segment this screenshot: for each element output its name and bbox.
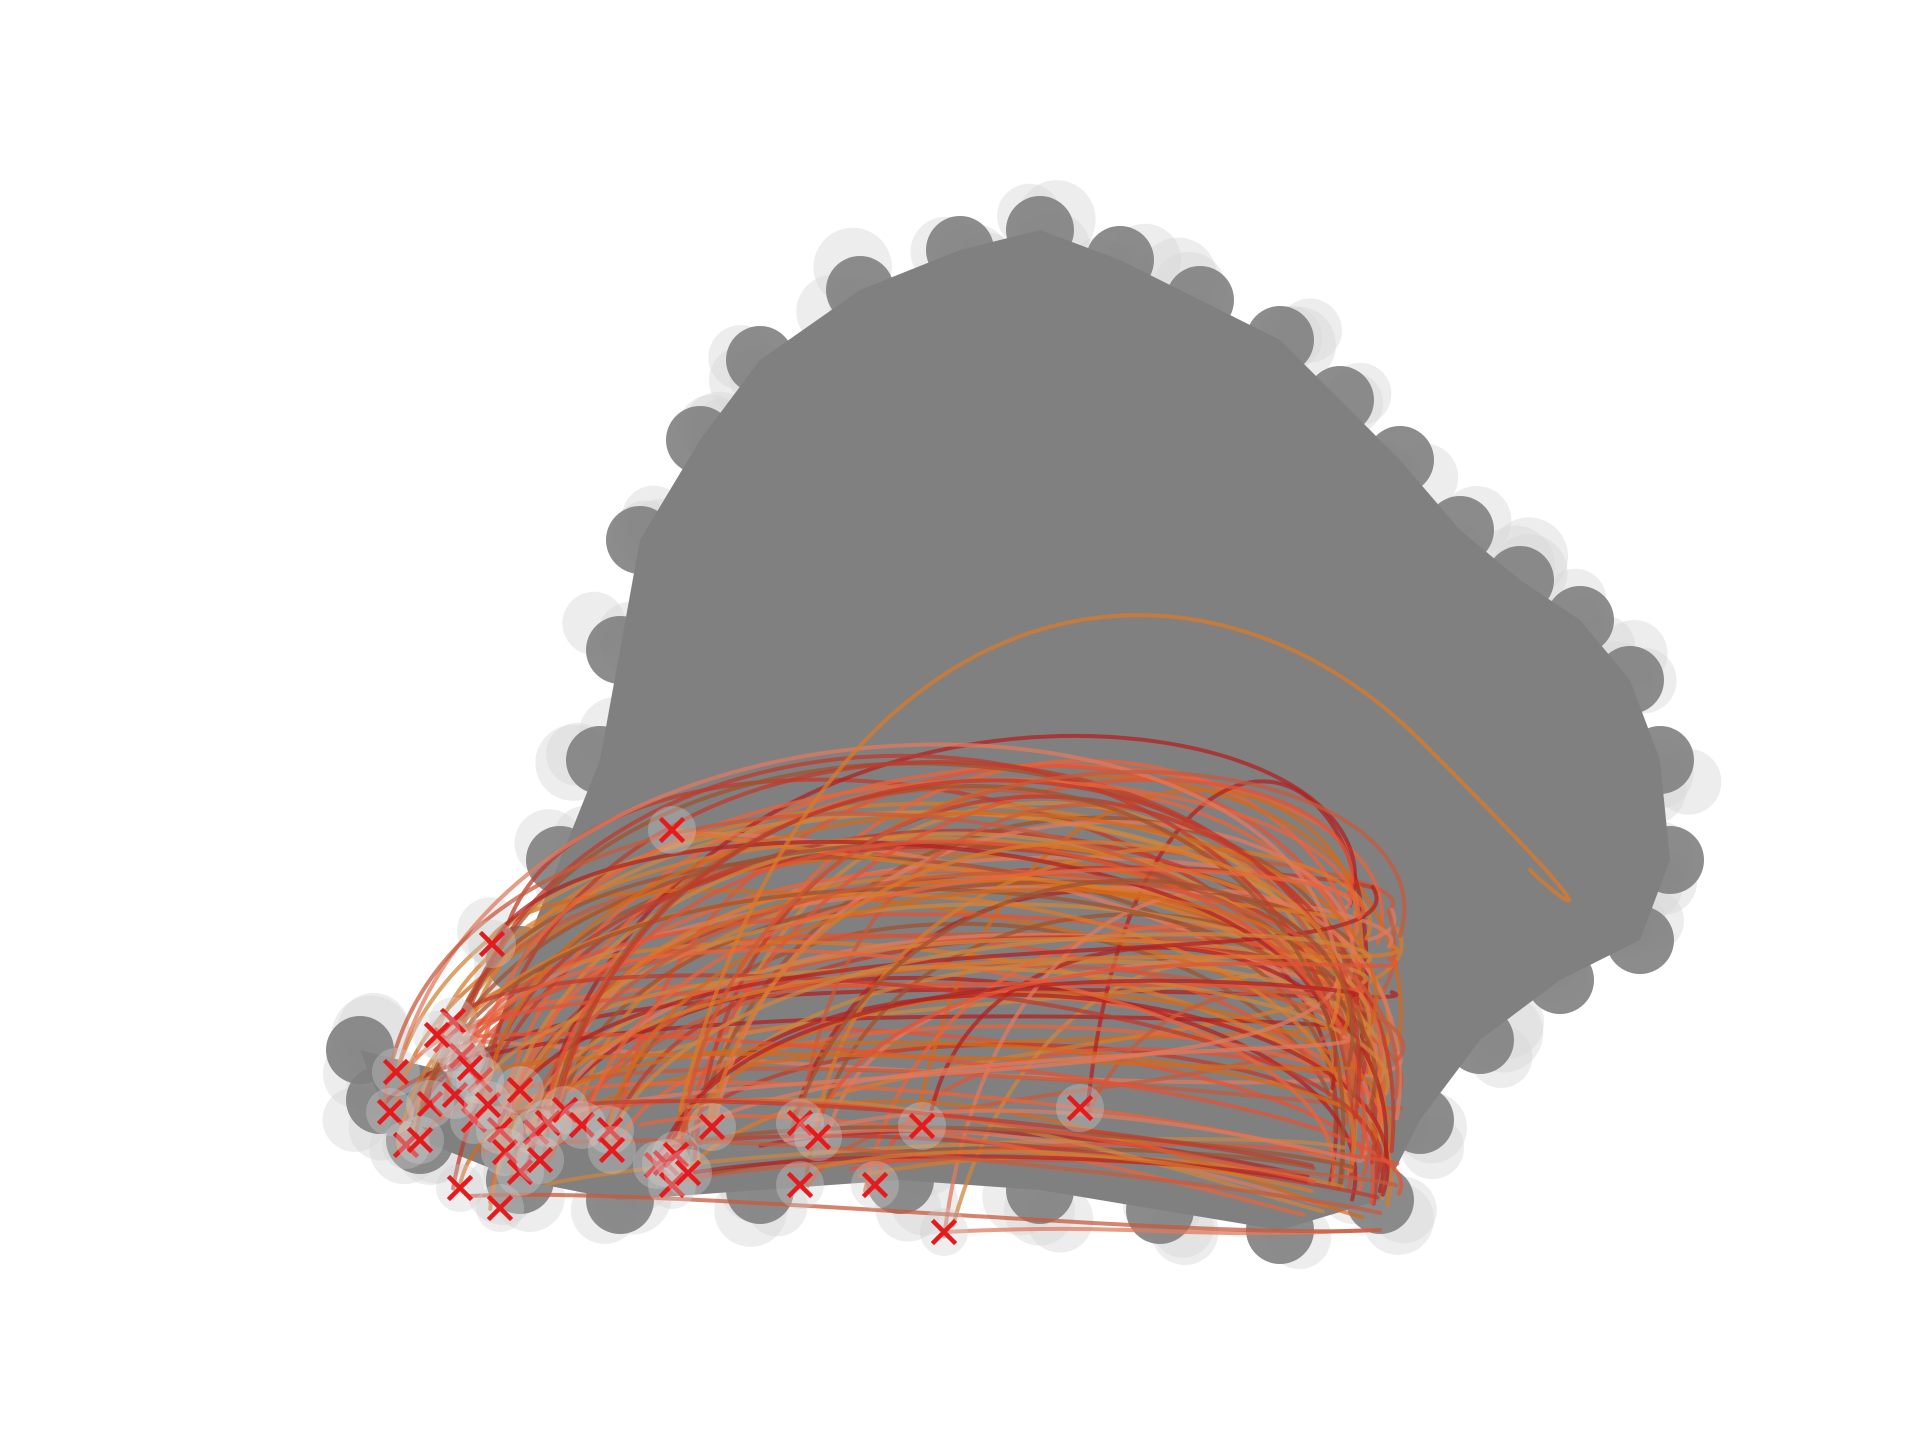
trajectory-line — [467, 948, 1336, 1187]
cloud-edge-disc — [1426, 496, 1494, 564]
trajectory-line — [395, 892, 1356, 1173]
cloud-edge-disc — [1526, 946, 1594, 1014]
start-marker — [431, 1071, 479, 1119]
trajectory-line — [679, 770, 1407, 1153]
trajectory-line — [494, 884, 1379, 1132]
start-marker — [851, 1161, 899, 1209]
start-marker — [588, 1126, 636, 1174]
start-marker — [524, 1099, 572, 1147]
trajectory-line — [686, 1097, 1325, 1214]
start-marker — [920, 1208, 968, 1256]
cloud-edge-disc — [666, 406, 734, 474]
trajectory-line — [509, 871, 1400, 1181]
cloud-edge-disc — [926, 216, 994, 284]
cloud-edge-disc — [1366, 426, 1434, 494]
trajectory-lines — [382, 613, 1572, 1239]
trajectory-line — [660, 1154, 1309, 1184]
trajectory-line — [507, 953, 1343, 1148]
trajectory-line — [465, 965, 1390, 1115]
cloud-edge-disc — [826, 256, 894, 324]
start-marker — [396, 1116, 444, 1164]
cloud-edge-disc — [1626, 726, 1694, 794]
start-marker — [366, 1088, 414, 1136]
start-marker — [652, 1131, 700, 1179]
start-marker — [476, 1184, 524, 1232]
trajectory-line — [638, 1114, 1306, 1217]
trajectory-line — [468, 1192, 1382, 1234]
start-marker — [688, 1103, 736, 1151]
trajectory-line — [665, 1133, 1380, 1200]
start-marker — [372, 1048, 420, 1096]
cloud-edge-disc — [1546, 586, 1614, 654]
start-marker — [1056, 1084, 1104, 1132]
start-marker — [496, 1148, 544, 1196]
cloud-edge-disc — [1636, 826, 1704, 894]
cloud-edge-disc — [586, 616, 654, 684]
trajectory-line — [478, 1138, 1383, 1215]
start-marker — [436, 1164, 484, 1212]
trajectory-line — [790, 878, 1355, 1129]
cloud-edge-disc — [326, 1016, 394, 1084]
start-marker — [496, 1066, 544, 1114]
cloud-edge-disc — [606, 506, 674, 574]
cloud-edge-disc — [526, 826, 594, 894]
start-marker — [406, 1080, 454, 1128]
trajectory-line — [677, 926, 1404, 1181]
cloud-edge-disc — [1596, 646, 1664, 714]
trajectory-line — [514, 1099, 1314, 1168]
cloud-edge-disc — [566, 726, 634, 794]
trajectory-line — [382, 1014, 1350, 1107]
cloud-edge-disc — [726, 1156, 794, 1224]
start-marker — [413, 1011, 461, 1059]
cloud-edge-disc — [1386, 1086, 1454, 1154]
cloud-edge-disc — [1166, 266, 1234, 334]
cloud-edge-disc — [1086, 226, 1154, 294]
trajectory-line — [656, 978, 1359, 1162]
start-marker — [648, 806, 696, 854]
start-marker — [664, 1149, 712, 1197]
cloud-edge-disc — [726, 326, 794, 394]
start-marker — [794, 1113, 842, 1161]
start-marker — [464, 1081, 512, 1129]
start-marker — [481, 1128, 529, 1176]
start-marker — [382, 1121, 430, 1169]
cloud-edge-disc — [1306, 366, 1374, 434]
start-marker — [898, 1102, 946, 1150]
start-marker — [633, 1141, 681, 1189]
trajectory-line — [604, 932, 1373, 1149]
trajectory-line — [443, 753, 1355, 1178]
start-marker — [776, 1099, 824, 1147]
start-marker — [516, 1136, 564, 1184]
trajectory-line — [522, 975, 1358, 1202]
trajectory-line — [709, 840, 1341, 1121]
trajectory-line — [668, 992, 1390, 1197]
trajectory-line — [667, 777, 1354, 1195]
trajectory-line — [423, 886, 1378, 1107]
start-marker — [438, 1032, 486, 1080]
cloud-edge-disc — [1006, 1156, 1074, 1224]
start-marker — [468, 920, 516, 968]
trajectory-line — [1085, 989, 1406, 1117]
start-marker — [648, 1161, 696, 1209]
trajectory-line — [395, 742, 1340, 1072]
trajectory-line — [813, 1149, 1314, 1193]
start-markers — [366, 806, 1104, 1256]
cloud-edge-disc — [586, 1166, 654, 1234]
cloud-edge-disc — [1006, 196, 1074, 264]
trajectory-line — [582, 867, 1366, 1132]
cloud-edge-disc — [1486, 546, 1554, 614]
start-marker — [446, 1044, 494, 1092]
trajectory-line — [799, 802, 1357, 1191]
cloud-edge-disc — [1446, 1006, 1514, 1074]
trajectory-line — [489, 839, 1338, 1091]
start-marker — [776, 1161, 824, 1209]
cloud-edge-disc — [1246, 306, 1314, 374]
start-marker — [558, 1101, 606, 1149]
trajectory-line — [413, 841, 1359, 1136]
cloud-edge-disc — [1606, 906, 1674, 974]
trajectory-line — [678, 613, 1572, 1112]
trajectory-line — [809, 956, 1399, 1138]
